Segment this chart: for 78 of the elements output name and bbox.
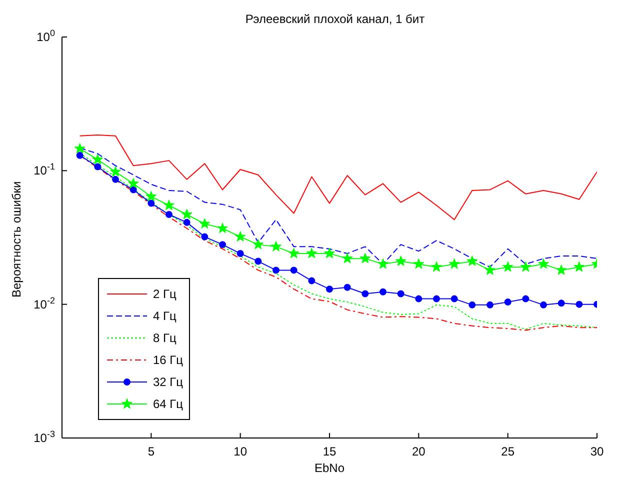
point — [502, 261, 514, 272]
point — [448, 258, 460, 269]
legend-label: 32 Гц — [153, 375, 184, 389]
point — [130, 186, 137, 194]
point — [558, 300, 565, 307]
point — [431, 261, 442, 272]
point — [110, 166, 121, 177]
x-tick-label: 5 — [148, 444, 155, 459]
point — [486, 301, 494, 308]
point — [94, 163, 102, 170]
point — [270, 240, 282, 252]
legend-label: 2 Гц — [153, 287, 176, 301]
point — [236, 250, 244, 258]
point — [166, 210, 172, 218]
x-tick-label: 10 — [234, 444, 248, 459]
point — [308, 277, 316, 284]
point — [288, 248, 300, 258]
point — [128, 178, 139, 188]
point — [272, 266, 280, 274]
legend-label: 4 Гц — [153, 309, 176, 323]
point — [344, 284, 351, 291]
point — [146, 190, 157, 202]
point — [413, 258, 424, 269]
point — [324, 248, 335, 258]
point — [164, 200, 174, 210]
point — [450, 295, 458, 302]
point — [466, 256, 478, 266]
point — [520, 261, 532, 272]
point — [234, 231, 246, 242]
point — [183, 218, 190, 226]
point — [360, 252, 371, 264]
x-tick-label: 20 — [412, 444, 426, 459]
point — [504, 298, 512, 306]
point — [362, 290, 369, 298]
x-tick-label: 25 — [501, 444, 515, 459]
point — [574, 261, 585, 272]
point — [538, 258, 549, 269]
y-tick-label: 10$^{-1}$ — [34, 162, 55, 178]
point — [76, 152, 84, 159]
point — [380, 288, 386, 296]
point — [217, 222, 228, 234]
point — [522, 295, 530, 302]
legend-label: 64 Гц — [153, 397, 184, 411]
point — [306, 248, 318, 258]
point — [342, 252, 353, 264]
point — [484, 264, 496, 275]
point — [92, 154, 104, 164]
point — [468, 301, 476, 308]
point — [576, 300, 583, 308]
point — [540, 301, 547, 308]
y-axis-title: Вероятность ошибки — [9, 181, 24, 298]
point — [219, 241, 226, 248]
point — [199, 218, 210, 229]
point — [415, 295, 422, 302]
point — [290, 266, 298, 274]
point — [326, 286, 333, 293]
x-tick-label: 15 — [322, 444, 336, 459]
y-tick-label: 10$^{0}$ — [36, 28, 55, 44]
point — [148, 200, 155, 207]
y-tick-label: 10$^{-3}$ — [34, 429, 55, 445]
point — [201, 233, 208, 240]
point — [181, 208, 192, 220]
legend-label: 8 Гц — [153, 331, 176, 345]
point — [433, 295, 440, 302]
point — [254, 258, 262, 265]
y-tick-label: 10$^{-2}$ — [34, 295, 55, 312]
point — [112, 176, 119, 183]
legend-label: 16 Гц — [153, 353, 184, 367]
x-tick-label: 30 — [590, 444, 604, 459]
point — [397, 290, 404, 298]
point — [395, 256, 406, 266]
point — [556, 264, 567, 275]
point — [74, 142, 86, 154]
chart-title: Рэлеевский плохой канал, 1 бит — [245, 12, 426, 26]
point — [378, 258, 388, 269]
x-axis-title: EbNo — [314, 461, 345, 475]
line-series — [79, 134, 597, 220]
point — [252, 238, 264, 250]
